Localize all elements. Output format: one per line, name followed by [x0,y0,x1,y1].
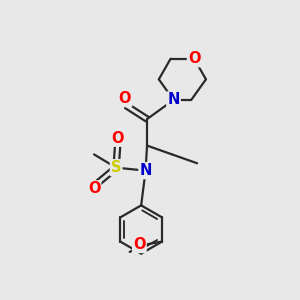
Text: O: O [111,131,124,146]
Text: N: N [167,92,180,107]
Text: O: O [133,237,146,252]
Text: O: O [119,91,131,106]
Text: S: S [111,160,122,175]
Text: N: N [140,163,152,178]
Text: O: O [188,51,200,66]
Text: O: O [88,182,100,196]
